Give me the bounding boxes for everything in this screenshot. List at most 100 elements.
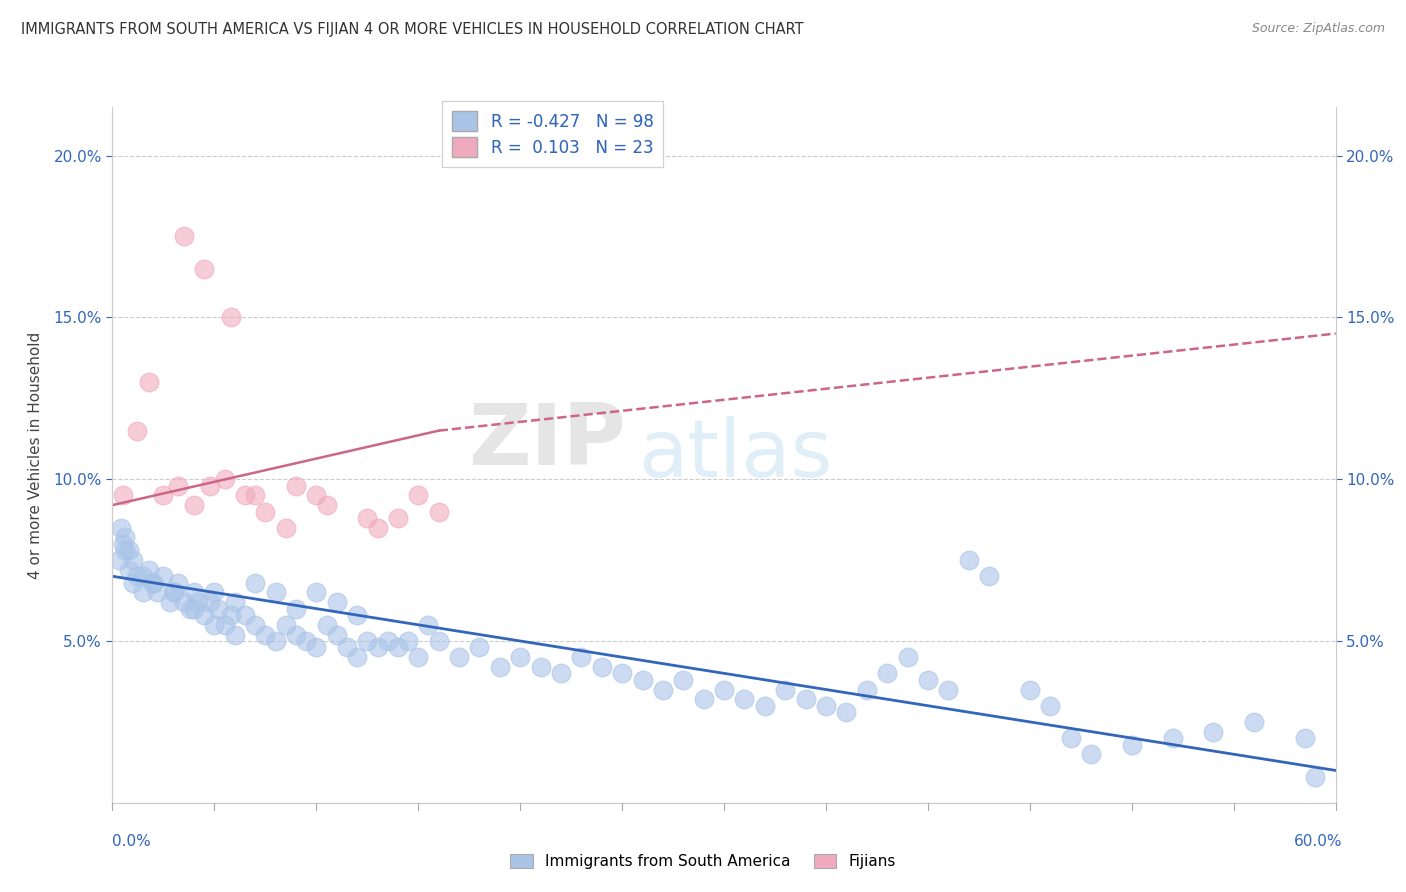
Point xyxy=(224,595,246,609)
Point xyxy=(142,575,165,590)
Point xyxy=(214,472,236,486)
Point xyxy=(387,511,409,525)
Point xyxy=(224,627,246,641)
Point xyxy=(166,575,188,590)
Point xyxy=(672,673,695,687)
Point xyxy=(1018,682,1040,697)
Point xyxy=(200,478,222,492)
Point xyxy=(264,634,287,648)
Point xyxy=(166,478,188,492)
Point xyxy=(152,569,174,583)
Point xyxy=(219,310,242,325)
Point xyxy=(122,553,145,567)
Point xyxy=(187,595,209,609)
Point xyxy=(146,585,169,599)
Point xyxy=(173,229,195,244)
Point xyxy=(427,504,450,518)
Point xyxy=(274,617,297,632)
Point xyxy=(163,585,186,599)
Point xyxy=(387,640,409,655)
Legend: Immigrants from South America, Fijians: Immigrants from South America, Fijians xyxy=(503,848,903,875)
Point xyxy=(957,553,980,567)
Point xyxy=(550,666,572,681)
Point xyxy=(159,595,181,609)
Legend: R = -0.427   N = 98, R =  0.103   N = 23: R = -0.427 N = 98, R = 0.103 N = 23 xyxy=(443,102,664,167)
Point xyxy=(326,595,349,609)
Point xyxy=(305,488,328,502)
Text: 60.0%: 60.0% xyxy=(1295,834,1343,849)
Point xyxy=(326,627,349,641)
Point xyxy=(529,660,551,674)
Point xyxy=(1121,738,1143,752)
Point xyxy=(179,601,201,615)
Point xyxy=(284,627,308,641)
Point xyxy=(591,660,613,674)
Point xyxy=(509,650,531,665)
Point xyxy=(835,705,858,719)
Point xyxy=(631,673,654,687)
Point xyxy=(183,585,205,599)
Point xyxy=(284,601,308,615)
Point xyxy=(1060,731,1083,745)
Text: ZIP: ZIP xyxy=(468,400,626,483)
Point xyxy=(427,634,450,648)
Point xyxy=(264,585,287,599)
Point xyxy=(1161,731,1184,745)
Point xyxy=(214,617,236,632)
Point xyxy=(110,521,132,535)
Point xyxy=(233,488,256,502)
Point xyxy=(734,692,756,706)
Point xyxy=(855,682,877,697)
Point xyxy=(418,617,440,632)
Point xyxy=(107,553,129,567)
Point xyxy=(377,634,399,648)
Point xyxy=(245,617,267,632)
Point xyxy=(1305,770,1327,784)
Point xyxy=(118,543,141,558)
Point xyxy=(356,634,378,648)
Point xyxy=(183,498,205,512)
Point xyxy=(346,650,368,665)
Point xyxy=(1243,714,1265,729)
Point xyxy=(295,634,318,648)
Point xyxy=(305,640,328,655)
Text: IMMIGRANTS FROM SOUTH AMERICA VS FIJIAN 4 OR MORE VEHICLES IN HOUSEHOLD CORRELAT: IMMIGRANTS FROM SOUTH AMERICA VS FIJIAN … xyxy=(21,22,804,37)
Point xyxy=(346,608,368,623)
Point xyxy=(1202,724,1225,739)
Point xyxy=(1039,698,1062,713)
Point xyxy=(917,673,939,687)
Point xyxy=(305,585,328,599)
Point xyxy=(125,569,148,583)
Point xyxy=(138,375,160,389)
Point xyxy=(336,640,359,655)
Point xyxy=(193,261,215,276)
Point xyxy=(366,640,388,655)
Point xyxy=(114,543,136,558)
Point xyxy=(204,585,226,599)
Point xyxy=(408,488,430,502)
Point xyxy=(468,640,491,655)
Point xyxy=(173,595,195,609)
Point xyxy=(571,650,593,665)
Point xyxy=(447,650,470,665)
Point xyxy=(936,682,959,697)
Point xyxy=(408,650,430,665)
Point xyxy=(111,488,134,502)
Point xyxy=(713,682,735,697)
Point xyxy=(254,627,277,641)
Point xyxy=(254,504,277,518)
Point xyxy=(245,488,267,502)
Point xyxy=(200,595,222,609)
Point xyxy=(142,575,165,590)
Point xyxy=(366,521,388,535)
Point xyxy=(315,617,337,632)
Point xyxy=(163,585,186,599)
Point xyxy=(897,650,920,665)
Point xyxy=(652,682,675,697)
Point xyxy=(773,682,796,697)
Point xyxy=(754,698,776,713)
Point xyxy=(219,608,242,623)
Point xyxy=(489,660,512,674)
Point xyxy=(114,531,136,545)
Point xyxy=(794,692,817,706)
